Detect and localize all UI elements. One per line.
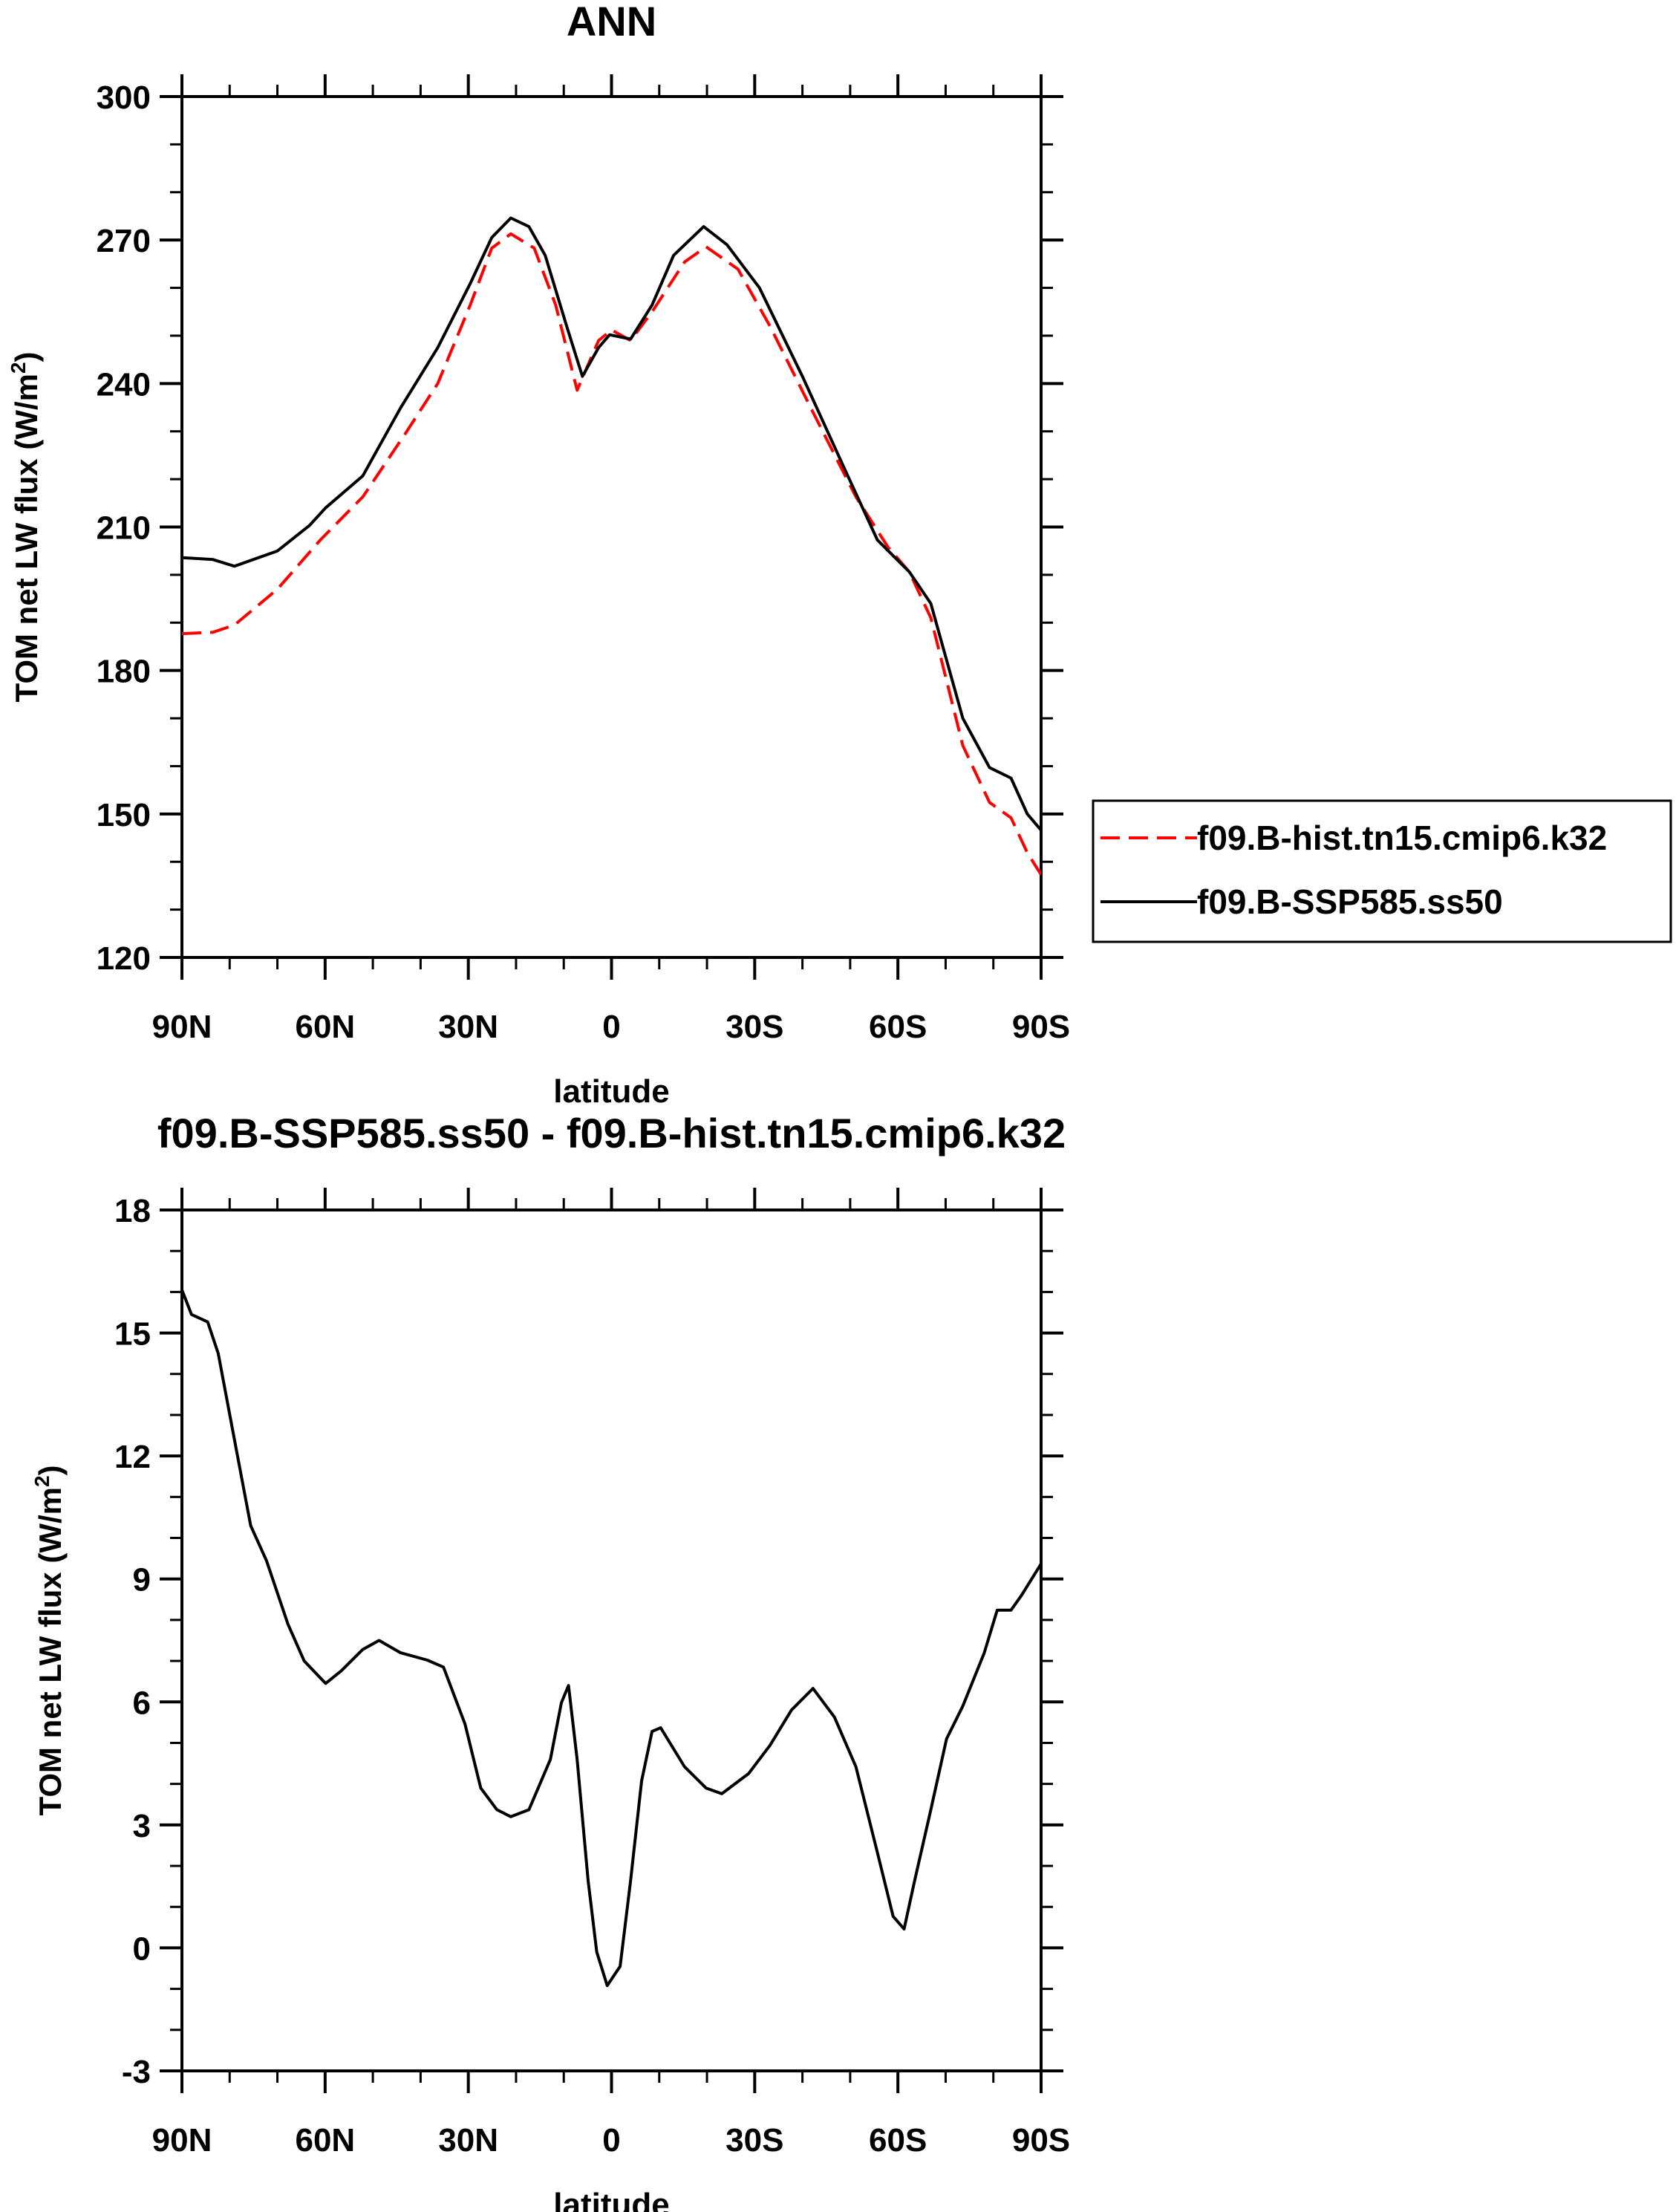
x-tick-label: 90N bbox=[152, 1009, 212, 1045]
x-tick-label: 0 bbox=[602, 2122, 620, 2159]
y-tick-label: 0 bbox=[133, 1930, 151, 1967]
chart-1: ANN 90N 60N 30N 0 30S 60S 90S 120 150 180 210 240 270… bbox=[7, 0, 1672, 1110]
y-tick-label: 9 bbox=[133, 1562, 151, 1598]
y-axis-label-text: TOM net LW flux (W/m bbox=[9, 374, 44, 703]
y-tick-label: 210 bbox=[97, 510, 151, 547]
y-tick-label: 300 bbox=[97, 79, 151, 116]
y-axis-label-close: ) bbox=[9, 351, 44, 362]
y-tick-label: 3 bbox=[133, 1808, 151, 1844]
y-axis-label-close: ) bbox=[33, 1465, 68, 1475]
y-tick-label: 270 bbox=[97, 223, 151, 259]
legend-label: f09.B-hist.tn15.cmip6.k32 bbox=[1197, 819, 1607, 857]
y-axis-label-superscript: 2 bbox=[7, 362, 30, 374]
y-tick-label: 120 bbox=[97, 940, 151, 977]
x-axis-label: latitude bbox=[553, 2187, 669, 2212]
x-axis-label: latitude bbox=[553, 1073, 669, 1110]
x-tick-label: 30N bbox=[438, 1009, 498, 1045]
y-tick-label: 240 bbox=[97, 366, 151, 403]
x-tick-label: 60S bbox=[869, 2122, 927, 2159]
x-tick-label: 30N bbox=[438, 2122, 498, 2159]
series-line-difference bbox=[182, 1289, 1041, 1988]
chart-2: f09.B-SSP585.ss50 - f09.B-hist.tn15.cmip… bbox=[30, 1110, 1070, 2212]
x-tick-label: 90S bbox=[1012, 2122, 1070, 2159]
y-axis-label-text: TOM net LW flux (W/m bbox=[33, 1487, 68, 1816]
y-tick-label: -3 bbox=[122, 2054, 151, 2090]
x-tick-label: 90S bbox=[1012, 1009, 1070, 1045]
y-tick-label: 180 bbox=[97, 654, 151, 690]
x-tick-label: 60S bbox=[869, 1009, 927, 1045]
y-tick-label: 6 bbox=[133, 1685, 151, 1721]
plot-frame bbox=[180, 1209, 1043, 2072]
x-tick-label: 30S bbox=[725, 1009, 783, 1045]
x-tick-label: 60N bbox=[295, 1009, 355, 1045]
x-tick-label: 30S bbox=[725, 2122, 783, 2159]
legend: f09.B-hist.tn15.cmip6.k32 f09.B-SSP585.ss… bbox=[1092, 799, 1672, 943]
x-tick-label: 60N bbox=[295, 2122, 355, 2159]
plot-frame bbox=[180, 95, 1043, 959]
legend-label: f09.B-SSP585.ss50 bbox=[1197, 882, 1503, 921]
x-tick-label: 0 bbox=[602, 1009, 620, 1045]
y-tick-label: 150 bbox=[97, 797, 151, 833]
y-tick-label: 15 bbox=[114, 1316, 151, 1353]
y-tick-label: 18 bbox=[114, 1193, 151, 1229]
y-tick-label: 12 bbox=[114, 1439, 151, 1475]
y-axis-label: TOM net LW flux (W/m2) bbox=[30, 1465, 68, 1815]
chart-title: f09.B-SSP585.ss50 - f09.B-hist.tn15.cmip… bbox=[157, 1110, 1066, 1157]
x-tick-label: 90N bbox=[152, 2122, 212, 2159]
y-axis-label: TOM net LW flux (W/m2) bbox=[7, 351, 44, 702]
y-axis-label-superscript: 2 bbox=[30, 1475, 53, 1487]
series-line-f09-b-hist-tn15-cmip6-k32 bbox=[182, 232, 1041, 876]
legend-box bbox=[1092, 799, 1672, 943]
series-line-f09-b-ssp585-ss50 bbox=[182, 216, 1041, 831]
chart-title: ANN bbox=[567, 0, 656, 45]
